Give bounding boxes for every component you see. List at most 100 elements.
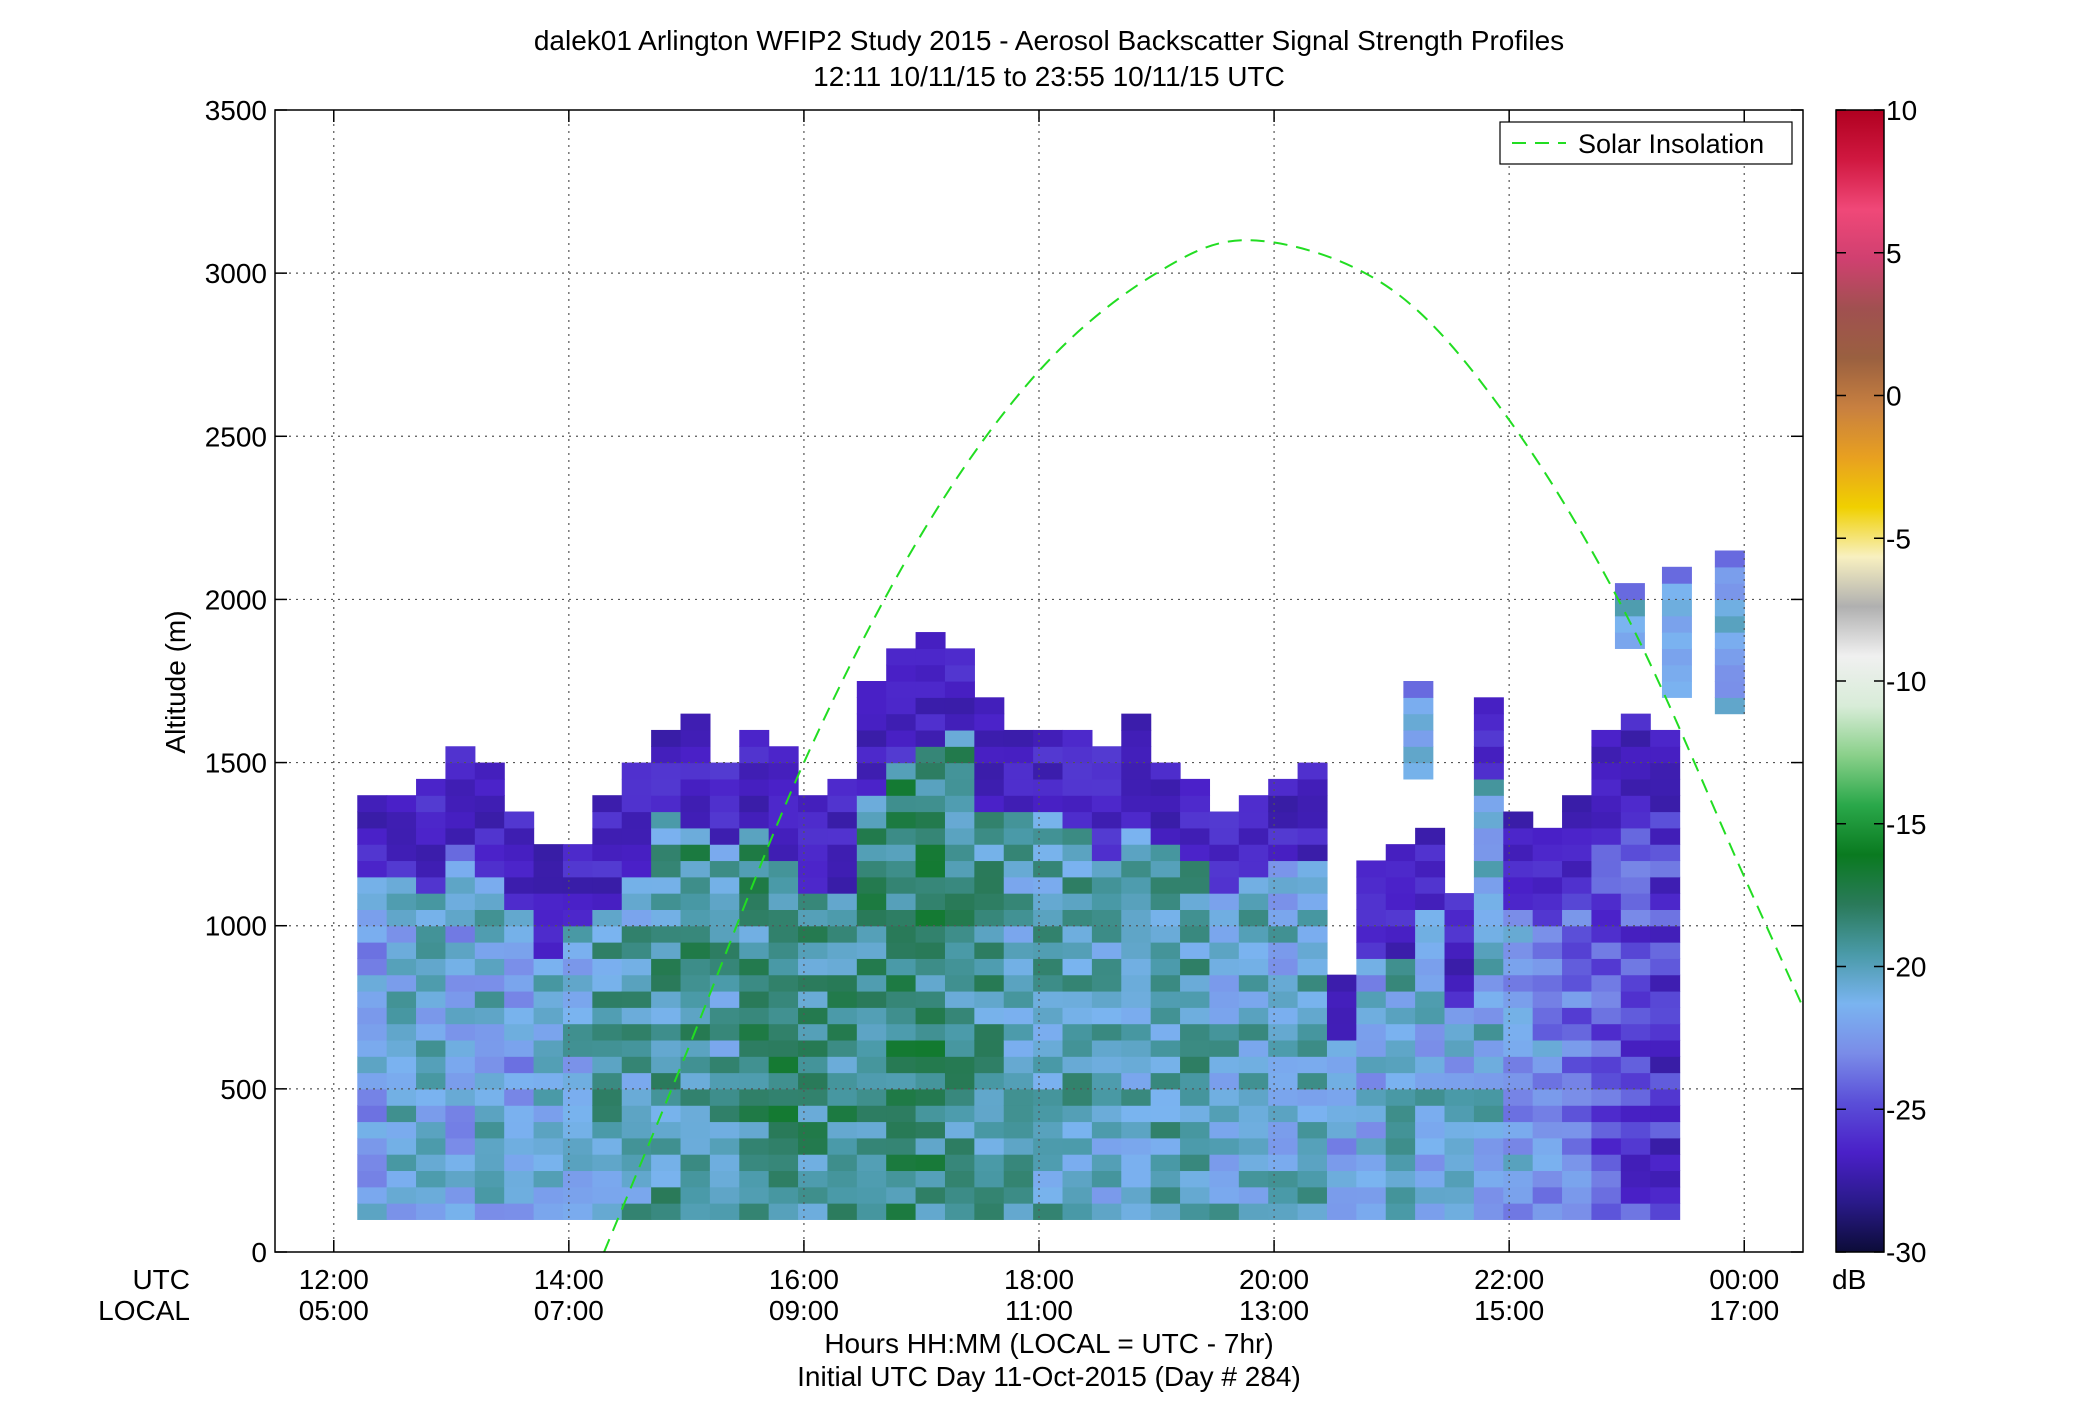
heatmap-cell [621,1137,652,1155]
heatmap-cell [1003,860,1034,878]
heatmap-cell [915,664,946,682]
heatmap-cell [386,1056,417,1074]
heatmap-cell [974,860,1005,878]
colorbar-tick-label: 0 [1886,381,1902,412]
heatmap-cell [504,990,535,1008]
heatmap-cell [1650,1170,1681,1188]
heatmap-cell [1209,990,1240,1008]
heatmap-cell [739,990,770,1008]
heatmap-cell [1062,778,1093,796]
heatmap-cell [1209,1072,1240,1090]
heatmap-cell [1532,1088,1563,1106]
heatmap-cell [445,778,476,796]
heatmap-cell [709,909,740,927]
heatmap-cell [944,958,975,976]
heatmap-cell [1650,1072,1681,1090]
heatmap-cell [1062,827,1093,845]
heatmap-cell [474,1072,505,1090]
heatmap-cell [1003,1105,1034,1123]
heatmap-cell [798,893,829,910]
y-tick-label: 2500 [205,421,267,452]
heatmap-cell [915,729,946,747]
heatmap-cell [651,1039,682,1057]
heatmap-cell [680,974,711,992]
heatmap-cell [1620,827,1651,845]
heatmap-cell [1532,1186,1563,1204]
heatmap-cell [1326,990,1357,1008]
heatmap-cell [1091,1121,1122,1139]
heatmap-cell [1003,876,1034,894]
heatmap-cell [621,990,652,1008]
heatmap-cell [1415,1121,1446,1139]
heatmap-cell [533,990,564,1008]
heatmap-cell [1473,713,1504,731]
heatmap-cell [1415,1105,1446,1123]
heatmap-cell [474,1170,505,1188]
heatmap-cell [1091,1072,1122,1090]
heatmap-cell [886,648,917,666]
heatmap-cell [445,1088,476,1106]
heatmap-cell [504,876,535,894]
heatmap-cell [357,1023,388,1041]
heatmap-cell [1062,1056,1093,1074]
heatmap-cell [1062,746,1093,764]
heatmap-cell [1532,1170,1563,1188]
heatmap-cell [357,1154,388,1172]
heatmap-cell [592,909,623,927]
heatmap-cell [1415,909,1446,927]
heatmap-cell [1150,1154,1181,1172]
heatmap-cell [416,974,447,992]
heatmap-cell [1415,942,1446,959]
heatmap-cell [1003,844,1034,862]
heatmap-cell [1209,1039,1240,1057]
heatmap-cell [798,860,829,878]
heatmap-cell [445,1154,476,1172]
heatmap-cell [974,958,1005,976]
heatmap-cell [592,1039,623,1057]
heatmap-cell [1385,942,1416,959]
heatmap-cell [974,827,1005,845]
heatmap-cell [445,1203,476,1220]
heatmap-cell [1091,1105,1122,1123]
heatmap-cell [974,1137,1005,1155]
x-tick-label-local: 11:00 [1005,1295,1073,1326]
heatmap-cell [592,1170,623,1188]
heatmap-cell [1356,1105,1387,1123]
heatmap-cell [1532,1023,1563,1041]
heatmap-cell [1562,1203,1593,1220]
heatmap-cell [1415,1154,1446,1172]
heatmap-cell [1121,958,1152,976]
heatmap-cell [768,990,799,1008]
heatmap-cell [1503,1088,1534,1106]
heatmap-cell [1532,860,1563,878]
heatmap-cell [1121,713,1152,731]
heatmap-cell [386,1186,417,1204]
heatmap-cell [651,974,682,992]
heatmap-cell [1297,778,1328,796]
heatmap-cell [1180,893,1211,910]
heatmap-cell [1473,974,1504,992]
heatmap-cell [827,974,858,992]
heatmap-cell [1091,1088,1122,1106]
heatmap-cell [1209,876,1240,894]
heatmap-cell [944,1088,975,1106]
heatmap-cell [1180,990,1211,1008]
heatmap-cell [1650,1088,1681,1106]
heatmap-cell [386,844,417,862]
heatmap-cell [915,860,946,878]
heatmap-cell [357,1121,388,1139]
heatmap-cell [592,990,623,1008]
heatmap-cell [1444,1203,1475,1220]
heatmap-cell [1238,1186,1269,1204]
heatmap-cell [915,1203,946,1220]
heatmap-cell [1444,1056,1475,1074]
heatmap-cell [886,1170,917,1188]
x-tick-label-utc: 12:00 [299,1264,369,1295]
heatmap-cell [886,844,917,862]
heatmap-cell [357,1203,388,1220]
heatmap-cell [1620,778,1651,796]
heatmap-cell [944,1137,975,1155]
heatmap-cell [1238,974,1269,992]
heatmap-cell [621,795,652,813]
heatmap-cell [1562,1007,1593,1025]
